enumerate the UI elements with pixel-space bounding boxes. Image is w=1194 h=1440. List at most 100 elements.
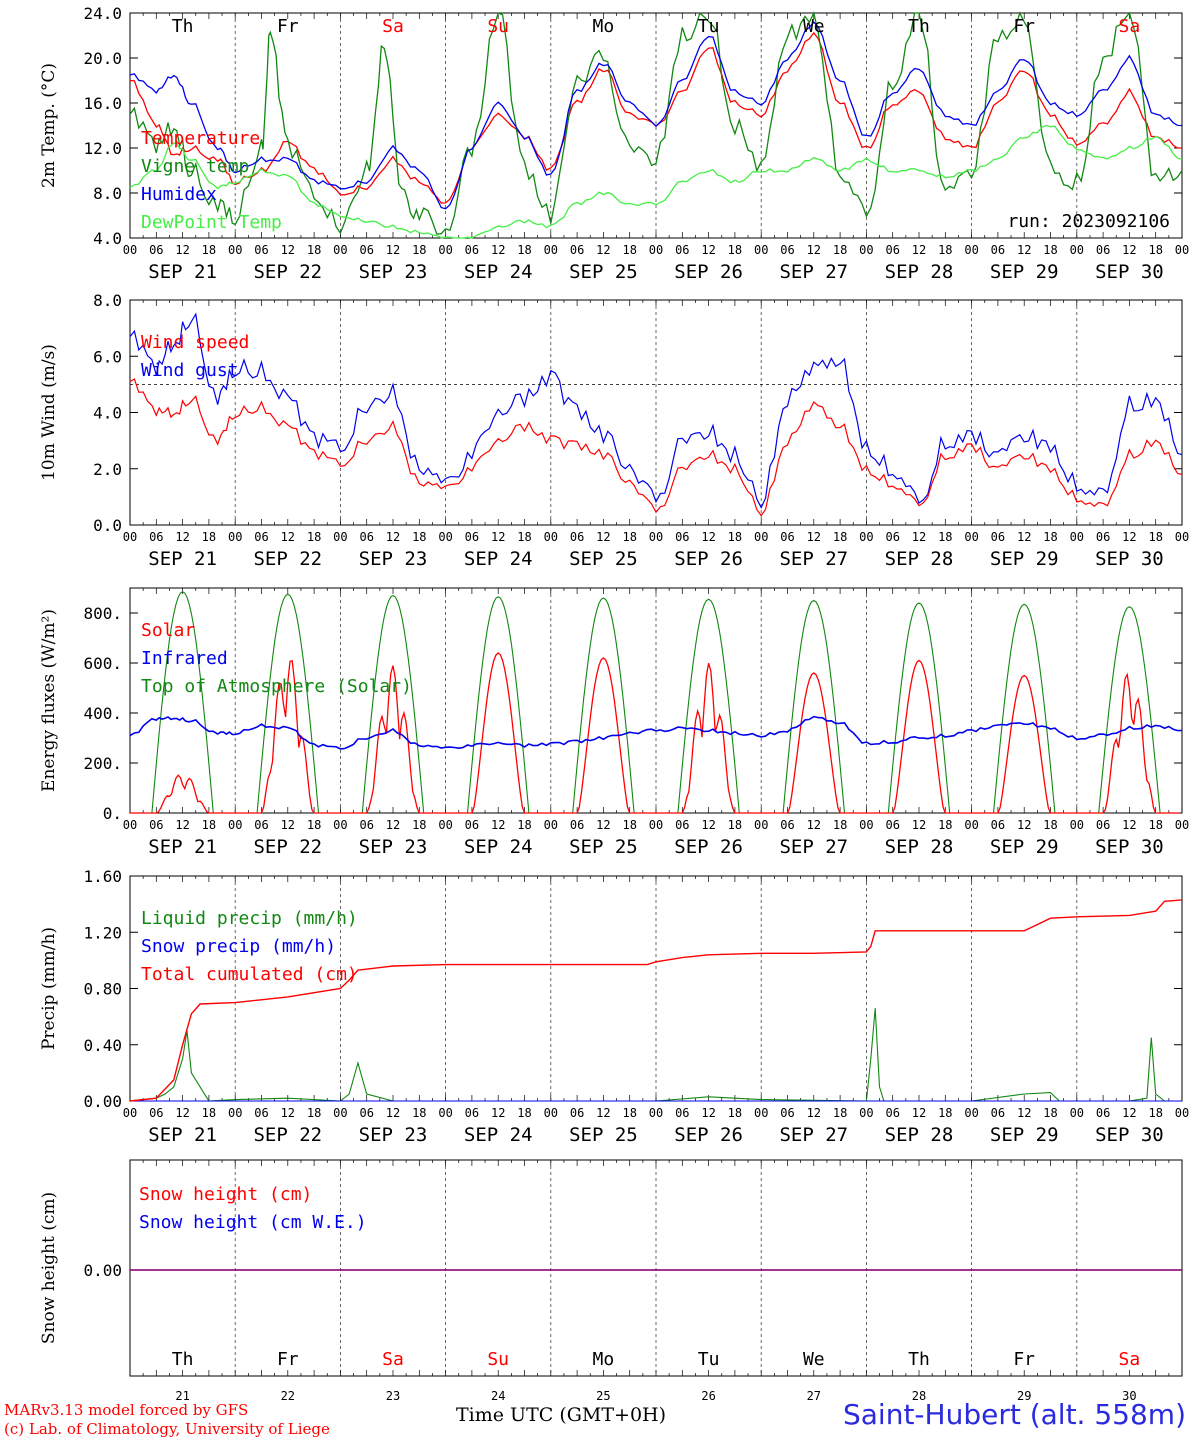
x-tick-label: 00 bbox=[964, 1106, 978, 1120]
x-tick-label: 00 bbox=[544, 1106, 558, 1120]
x-tick-label: 06 bbox=[359, 530, 373, 544]
legend-entry: Snow height (cm W.E.) bbox=[139, 1212, 367, 1233]
weekday-label: We bbox=[803, 1349, 825, 1370]
legend-entry: Snow precip (mm/h) bbox=[141, 936, 336, 957]
y-tick-label: 0.80 bbox=[83, 980, 122, 999]
weekday-label: Sa bbox=[1119, 1349, 1141, 1370]
y-tick-label: 600. bbox=[83, 654, 122, 673]
weekday-label: Tu bbox=[698, 1349, 720, 1370]
legend-entry: Wind gust bbox=[141, 360, 239, 381]
day-label: SEP 29 bbox=[990, 261, 1059, 283]
day-label: SEP 24 bbox=[464, 1124, 533, 1146]
x-tick-label: 12 bbox=[1122, 243, 1136, 257]
y-tick-label: 4.0 bbox=[93, 404, 122, 423]
weekday-label: Th bbox=[908, 1349, 930, 1370]
weekday-label: Fr bbox=[1013, 1349, 1035, 1370]
series-line-dewpoint-temp bbox=[129, 124, 1183, 239]
x-tick-label: 12 bbox=[491, 1106, 505, 1120]
x-tick-label: 06 bbox=[570, 1106, 584, 1120]
x-tick-label: 06 bbox=[1096, 1106, 1110, 1120]
x-tick-label: 12 bbox=[281, 818, 295, 832]
x-tick-label: 00 bbox=[333, 818, 347, 832]
x-tick-label: 06 bbox=[780, 1106, 794, 1120]
x-tick-label: 06 bbox=[675, 243, 689, 257]
x-tick-label: 06 bbox=[465, 530, 479, 544]
x-tick-label: 00 bbox=[228, 1106, 242, 1120]
x-tick-label: 06 bbox=[465, 243, 479, 257]
day-label: SEP 29 bbox=[990, 836, 1059, 858]
x-tick-label: 00 bbox=[123, 1106, 137, 1120]
x-tick-label: 18 bbox=[728, 1106, 742, 1120]
x-tick-label: 18 bbox=[728, 530, 742, 544]
temp-plot: 4.0 8.0 12.0 16.0 20.0 24.0 Th Fr Sa Su Mo Tu We Th Fr… bbox=[83, 4, 1183, 248]
day-label: SEP 27 bbox=[779, 548, 848, 570]
day-number-label: 30 bbox=[1122, 1389, 1136, 1403]
y-axis-label: Snow height (cm) bbox=[39, 1192, 59, 1344]
weekday-label: Su bbox=[487, 1349, 509, 1370]
day-label: SEP 25 bbox=[569, 836, 638, 858]
x-tick-label: 12 bbox=[491, 818, 505, 832]
day-number-label: 29 bbox=[1017, 1389, 1031, 1403]
x-tick-label: 06 bbox=[465, 1106, 479, 1120]
legend-entry: Total cumulated (cm) bbox=[141, 964, 358, 985]
x-tick-label: 12 bbox=[701, 1106, 715, 1120]
x-tick-label: 06 bbox=[359, 243, 373, 257]
panel-frame bbox=[129, 587, 1183, 814]
day-label: SEP 27 bbox=[779, 836, 848, 858]
x-tick-label: 12 bbox=[1017, 818, 1031, 832]
day-number-label: 23 bbox=[386, 1389, 400, 1403]
day-label: SEP 28 bbox=[885, 261, 954, 283]
x-tick-label: 12 bbox=[175, 1106, 189, 1120]
x-tick-label: 18 bbox=[517, 530, 531, 544]
model-credit: MARv3.13 model forced by GFS bbox=[4, 1401, 249, 1419]
legend-entry: DewPoint Temp bbox=[141, 212, 282, 233]
x-tick-label: 12 bbox=[596, 530, 610, 544]
day-label: SEP 30 bbox=[1095, 261, 1164, 283]
legend-entry: Infrared bbox=[141, 648, 228, 669]
series-line-temperature bbox=[129, 31, 1182, 204]
x-axis-title: Time UTC (GMT+0H) bbox=[456, 1404, 667, 1426]
day-label: SEP 26 bbox=[674, 836, 743, 858]
x-tick-label: 00 bbox=[649, 1106, 663, 1120]
x-tick-label: 18 bbox=[202, 243, 216, 257]
x-tick-label: 18 bbox=[202, 1106, 216, 1120]
x-tick-label: 18 bbox=[202, 818, 216, 832]
x-tick-label: 00 bbox=[964, 818, 978, 832]
weekday-label: Tu bbox=[698, 16, 720, 37]
y-tick-label: 0.40 bbox=[83, 1036, 122, 1055]
y-tick-label: 0.00 bbox=[83, 1261, 122, 1280]
x-tick-label: 12 bbox=[281, 243, 295, 257]
day-label: SEP 25 bbox=[569, 548, 638, 570]
x-tick-label: 06 bbox=[570, 530, 584, 544]
day-label: SEP 21 bbox=[148, 836, 217, 858]
y-axis-label: 10m Wind (m/s) bbox=[39, 344, 59, 481]
x-tick-label: 18 bbox=[412, 1106, 426, 1120]
x-tick-label: 00 bbox=[859, 1106, 873, 1120]
x-tick-label: 18 bbox=[938, 530, 952, 544]
x-tick-label: 18 bbox=[622, 818, 636, 832]
x-tick-label: 12 bbox=[701, 243, 715, 257]
y-tick-label: 6.0 bbox=[93, 347, 122, 366]
x-tick-label: 06 bbox=[149, 1106, 163, 1120]
day-label: SEP 22 bbox=[253, 261, 322, 283]
x-tick-label: 00 bbox=[123, 243, 137, 257]
day-number-label: 26 bbox=[701, 1389, 715, 1403]
x-tick-label: 12 bbox=[1122, 818, 1136, 832]
x-tick-label: 18 bbox=[412, 818, 426, 832]
day-number-label: 22 bbox=[281, 1389, 295, 1403]
x-tick-label: 00 bbox=[228, 530, 242, 544]
x-tick-label: 06 bbox=[254, 243, 268, 257]
x-tick-label: 12 bbox=[175, 243, 189, 257]
x-tick-label: 06 bbox=[1096, 818, 1110, 832]
x-tick-label: 12 bbox=[386, 818, 400, 832]
series-line-vigne-temp bbox=[129, 11, 1183, 235]
y-tick-label: 800. bbox=[83, 604, 122, 623]
x-tick-label: 18 bbox=[517, 243, 531, 257]
x-tick-label: 18 bbox=[1043, 1106, 1057, 1120]
x-tick-label: 18 bbox=[938, 818, 952, 832]
x-tick-label: 18 bbox=[728, 818, 742, 832]
x-tick-label: 00 bbox=[1070, 530, 1084, 544]
x-tick-label: 12 bbox=[701, 818, 715, 832]
y-tick-label: 4.0 bbox=[93, 229, 122, 248]
